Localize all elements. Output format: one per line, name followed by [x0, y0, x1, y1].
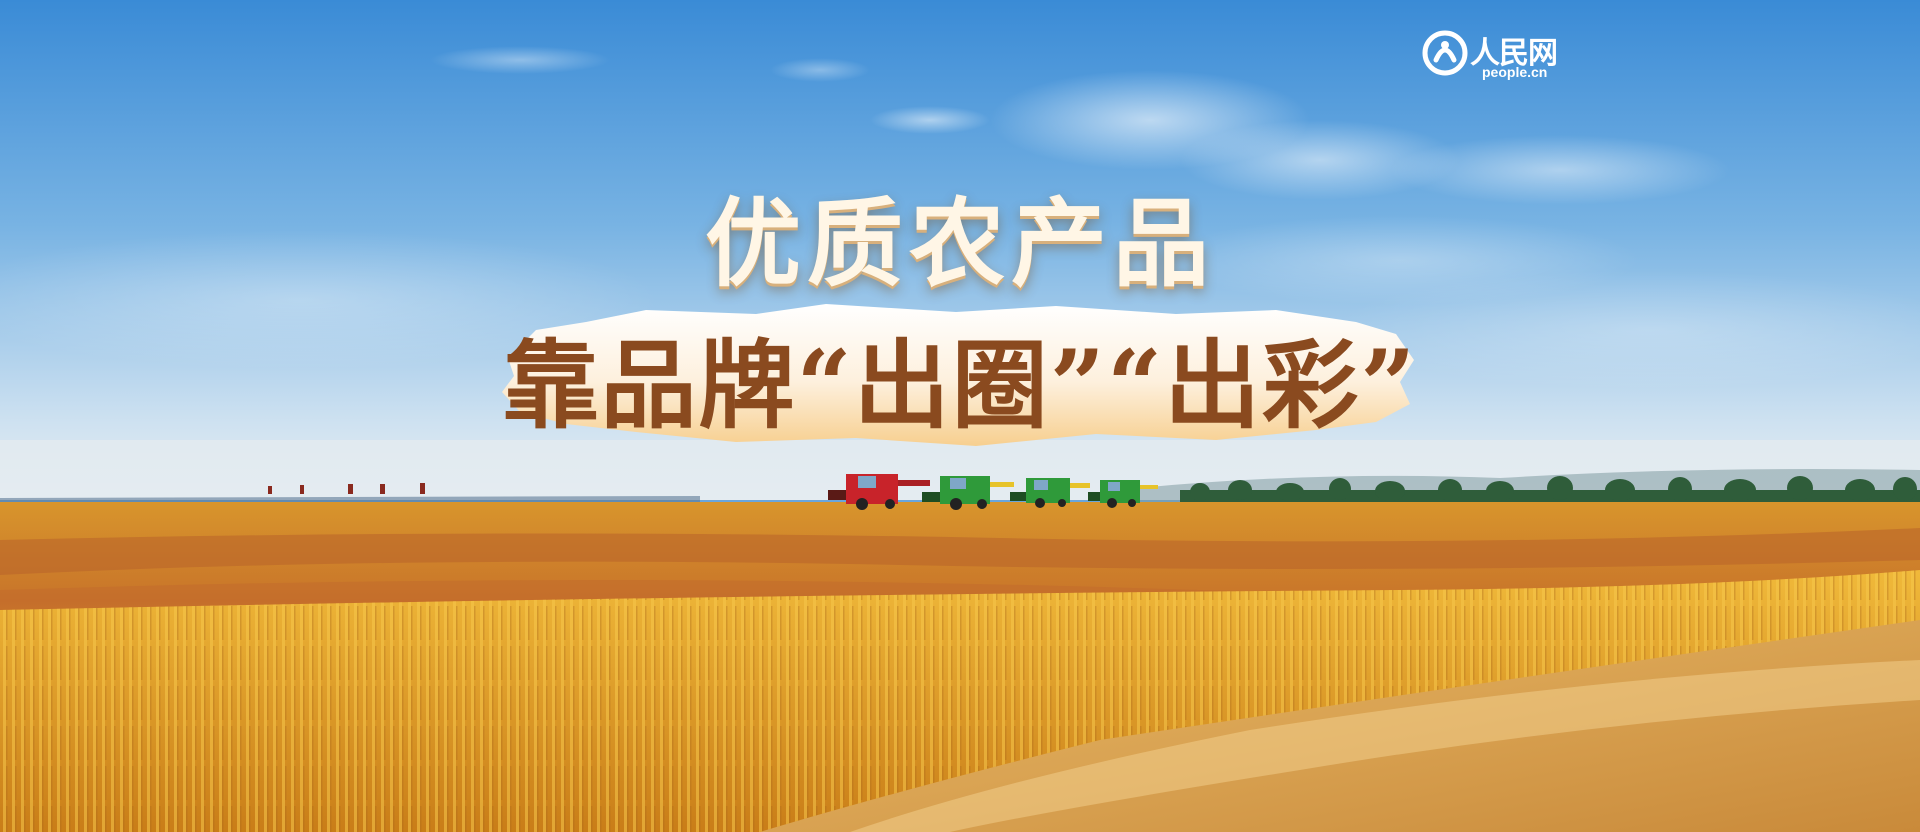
logo-name: 人民网 [1470, 36, 1558, 71]
harvester-red [828, 474, 930, 510]
people-cn-logo[interactable]: 人民网 people.cn [1422, 26, 1562, 84]
people-cn-emblem-icon [1422, 30, 1468, 76]
brush-stroke-backdrop [502, 304, 1414, 446]
headline-line-1: 优质农产品 [705, 187, 1215, 300]
logo-domain: people.cn [1482, 64, 1548, 80]
headline-line-2: 靠品牌“出圈”“出彩” [502, 329, 1418, 442]
